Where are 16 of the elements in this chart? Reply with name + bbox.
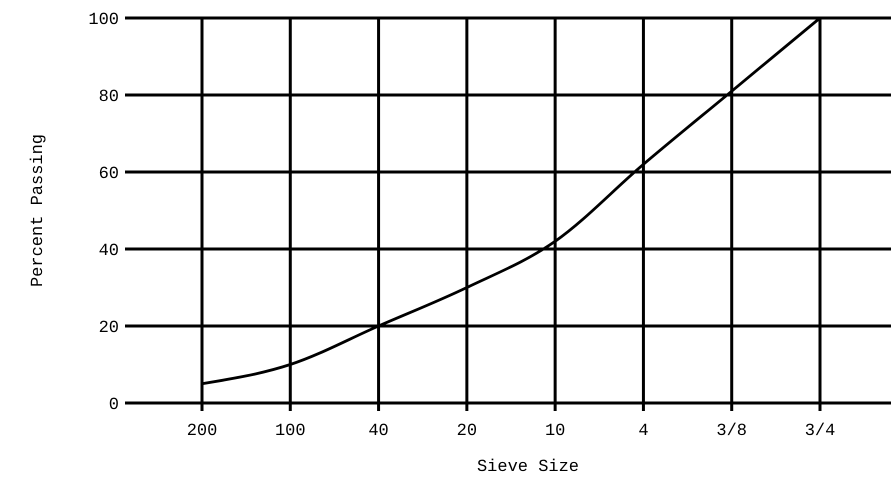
y-tick-label: 0 [108,396,119,415]
y-tick-label: 20 [98,318,119,338]
x-tick-label: 100 [274,422,306,441]
y-tick-label: 100 [88,10,119,30]
x-tick-label: 10 [544,422,566,441]
x-tick-label: 3/8 [716,422,748,441]
x-tick-label: 4 [638,422,649,441]
y-axis-title: Percent Passing [29,134,48,288]
x-axis-title: Sieve Size [476,458,580,477]
x-tick-label: 40 [368,422,389,441]
x-tick-label: 200 [186,422,218,441]
x-tick-label: 20 [456,422,478,441]
y-tick-label: 60 [98,164,119,184]
y-tick-label: 40 [98,242,119,261]
x-tick-label: 3/4 [804,422,836,441]
y-tick-label: 80 [98,88,119,107]
